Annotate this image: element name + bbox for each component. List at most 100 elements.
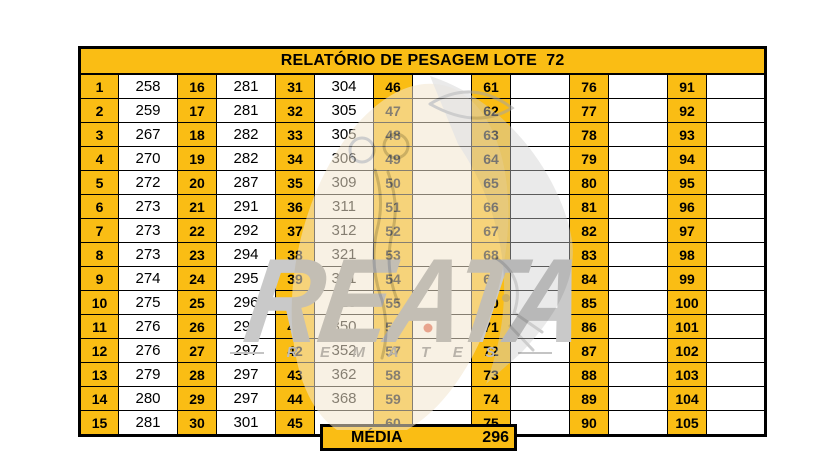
index-cell: 40 (275, 290, 315, 315)
weight-cell (412, 338, 472, 363)
index-cell: 83 (569, 242, 609, 267)
index-cell: 38 (275, 242, 315, 267)
index-cell: 42 (275, 338, 315, 363)
index-cell: 21 (177, 194, 217, 219)
index-cell: 67 (471, 218, 511, 243)
index-cell: 61 (471, 73, 511, 99)
average-summary-box: MÉDIA 296 (320, 424, 517, 451)
weight-cell (608, 314, 668, 339)
weight-cell: 281 (216, 73, 276, 99)
weight-cell (510, 170, 570, 195)
weight-cell: 312 (314, 218, 374, 243)
weight-cell (510, 266, 570, 291)
index-cell: 73 (471, 362, 511, 387)
index-cell: 28 (177, 362, 217, 387)
weight-cell (705, 290, 767, 315)
weight-cell (608, 194, 668, 219)
weight-cell (412, 122, 472, 147)
index-cell: 8 (79, 242, 119, 267)
index-cell: 65 (471, 170, 511, 195)
weight-cell (412, 98, 472, 123)
index-cell: 100 (667, 290, 707, 315)
index-cell: 88 (569, 362, 609, 387)
index-cell: 18 (177, 122, 217, 147)
index-cell: 49 (373, 146, 413, 171)
index-cell: 103 (667, 362, 707, 387)
weight-cell (705, 338, 767, 363)
index-cell: 4 (79, 146, 119, 171)
index-cell: 31 (275, 73, 315, 99)
weight-cell: 311 (314, 194, 374, 219)
index-cell: 9 (79, 266, 119, 291)
index-cell: 41 (275, 314, 315, 339)
index-cell: 91 (667, 73, 707, 99)
weight-cell: 296 (216, 314, 276, 339)
weight-cell: 368 (314, 386, 374, 411)
weight-cell: 281 (216, 98, 276, 123)
index-cell: 78 (569, 122, 609, 147)
index-cell: 53 (373, 242, 413, 267)
index-cell: 20 (177, 170, 217, 195)
weight-cell (412, 194, 472, 219)
index-cell: 25 (177, 290, 217, 315)
weight-cell (412, 266, 472, 291)
index-cell: 33 (275, 122, 315, 147)
weighing-report-table: RELATÓRIO DE PESAGEM LOTE 72 1 258 16 281 31… (78, 46, 768, 437)
weight-cell: 282 (216, 122, 276, 147)
weight-cell: 321 (314, 266, 374, 291)
index-cell: 95 (667, 170, 707, 195)
index-cell: 57 (373, 338, 413, 363)
table-row: 6 273 21 291 36 311 51 66 81 96 (79, 194, 767, 219)
title-row: RELATÓRIO DE PESAGEM LOTE 72 (78, 47, 767, 75)
weight-cell: 297 (216, 338, 276, 363)
index-cell: 98 (667, 242, 707, 267)
weight-cell (510, 290, 570, 315)
table-row: 9 274 24 295 39 321 54 69 84 99 (79, 266, 767, 291)
index-cell: 36 (275, 194, 315, 219)
index-cell: 51 (373, 194, 413, 219)
weight-cell (705, 73, 767, 99)
weight-cell: 282 (216, 146, 276, 171)
table-row: 4 270 19 282 34 306 49 64 79 94 (79, 146, 767, 171)
index-cell: 84 (569, 266, 609, 291)
index-cell: 85 (569, 290, 609, 315)
index-cell: 56 (373, 314, 413, 339)
index-cell: 63 (471, 122, 511, 147)
index-cell: 30 (177, 410, 217, 436)
weight-cell: 270 (118, 146, 178, 171)
weight-cell (608, 170, 668, 195)
weight-cell (510, 314, 570, 339)
index-cell: 3 (79, 122, 119, 147)
weight-cell (705, 386, 767, 411)
weight-cell (412, 218, 472, 243)
index-cell: 16 (177, 73, 217, 99)
weight-cell (608, 386, 668, 411)
index-cell: 55 (373, 290, 413, 315)
index-cell: 94 (667, 146, 707, 171)
index-cell: 79 (569, 146, 609, 171)
table-row: 13 279 28 297 43 362 58 73 88 103 (79, 362, 767, 387)
weight-cell (608, 146, 668, 171)
weight-cell (412, 73, 472, 99)
index-cell: 2 (79, 98, 119, 123)
index-cell: 19 (177, 146, 217, 171)
index-cell: 80 (569, 170, 609, 195)
weight-cell (412, 314, 472, 339)
index-cell: 86 (569, 314, 609, 339)
weight-cell (510, 362, 570, 387)
index-cell: 70 (471, 290, 511, 315)
index-cell: 7 (79, 218, 119, 243)
index-cell: 89 (569, 386, 609, 411)
weight-cell: 350 (314, 314, 374, 339)
index-cell: 71 (471, 314, 511, 339)
weight-cell (705, 266, 767, 291)
index-cell: 48 (373, 122, 413, 147)
index-cell: 34 (275, 146, 315, 171)
index-cell: 10 (79, 290, 119, 315)
weight-cell (608, 290, 668, 315)
index-cell: 12 (79, 338, 119, 363)
index-cell: 1 (79, 73, 119, 99)
index-cell: 97 (667, 218, 707, 243)
index-cell: 68 (471, 242, 511, 267)
weight-cell: 273 (118, 218, 178, 243)
